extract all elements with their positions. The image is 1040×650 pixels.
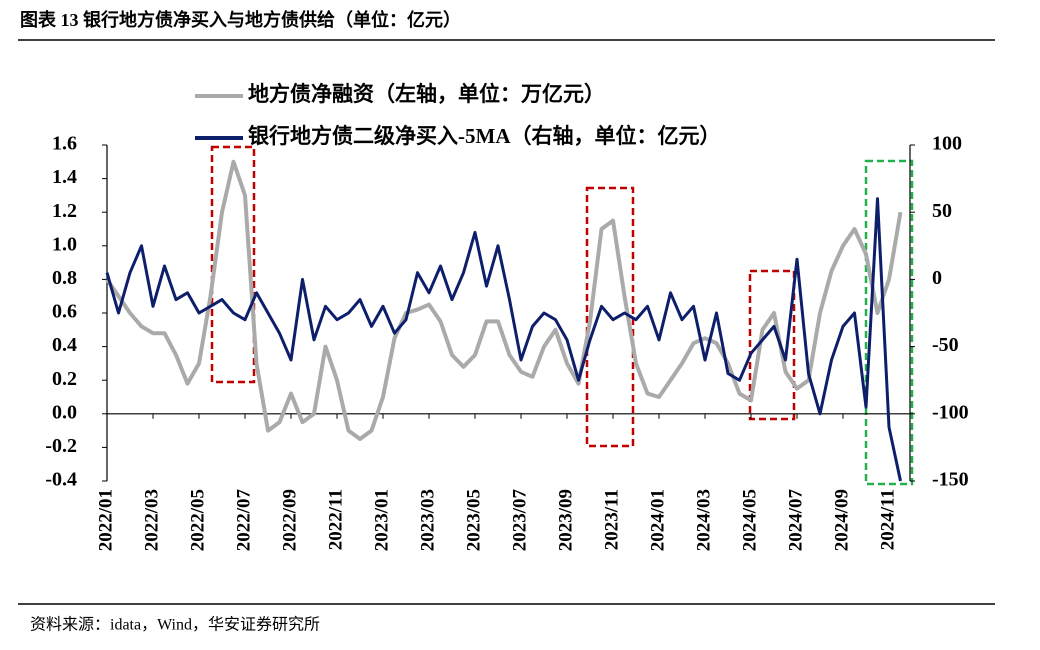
y-tick-label: 0.4 [52, 334, 77, 356]
x-tick-label: 2022/01 [95, 489, 116, 551]
y2-tick-label: -150 [932, 469, 969, 491]
highlight-box [864, 159, 914, 486]
highlight-box [748, 269, 796, 421]
x-tick-label: 2024/01 [647, 489, 668, 551]
y2-tick-label: 0 [932, 267, 942, 289]
y-tick-label: 1.4 [52, 166, 77, 188]
legend-label: 银行地方债二级净买入-5MA（右轴，单位：亿元） [248, 124, 720, 148]
x-tick-label: 2022/11 [325, 489, 346, 550]
y2-tick-label: 50 [932, 200, 952, 222]
source: 资料来源：idata，Wind，华安证券研究所 [30, 616, 320, 634]
legend-label: 地方债净融资（左轴，单位：万亿元） [248, 82, 605, 106]
x-tick-label: 2022/09 [279, 489, 300, 551]
y2-tick-label: -100 [932, 401, 969, 423]
y2-tick-label: -50 [932, 334, 959, 356]
y-tick-label: 0.0 [52, 401, 77, 423]
x-tick-label: 2023/01 [371, 489, 392, 551]
y2-tick-label: 100 [932, 133, 962, 155]
x-tick-label: 2023/11 [601, 489, 622, 550]
y-tick-label: 0.2 [52, 368, 77, 390]
x-tick-label: 2022/05 [187, 489, 208, 551]
x-tick-label: 2022/03 [141, 489, 162, 551]
x-tick-label: 2022/07 [233, 489, 254, 552]
series-line [105, 197, 902, 482]
x-tick-label: 2024/11 [877, 489, 898, 550]
y-tick-label: 1.6 [52, 133, 77, 155]
series-line [105, 159, 903, 441]
y-tick-label: 1.0 [52, 233, 77, 255]
y-tick-label: 1.2 [52, 200, 77, 222]
x-tick-label: 2023/07 [509, 489, 530, 552]
highlight-box [210, 145, 256, 384]
x-tick-label: 2024/05 [739, 489, 760, 551]
x-tick-label: 2023/03 [417, 489, 438, 551]
y-tick-label: -0.2 [45, 435, 77, 457]
x-tick-label: 2023/05 [463, 489, 484, 551]
y-tick-label: 0.6 [52, 301, 77, 323]
x-tick-label: 2023/09 [555, 489, 576, 551]
y-tick-label: -0.4 [45, 469, 77, 491]
highlight-box [585, 186, 635, 448]
x-tick-label: 2024/03 [693, 489, 714, 551]
x-tick-label: 2024/07 [785, 489, 806, 552]
x-tick-label: 2024/09 [831, 489, 852, 551]
chart-title: 图表 13 银行地方债净买入与地方债供给（单位：亿元） [20, 9, 461, 30]
y-tick-label: 0.8 [52, 267, 77, 289]
